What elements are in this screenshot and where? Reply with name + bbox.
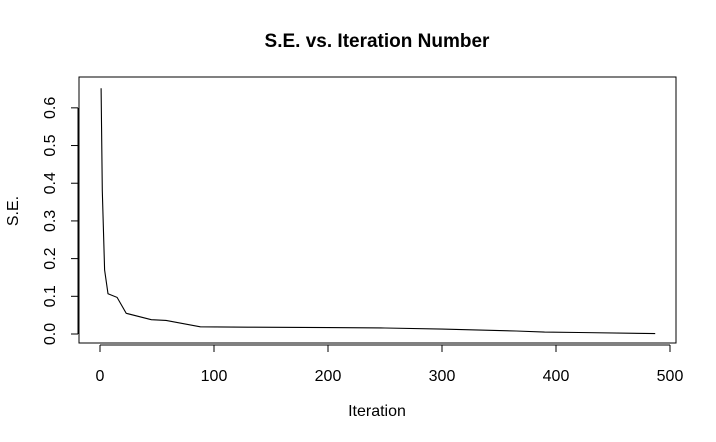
x-tick-label: 400: [543, 368, 570, 385]
y-tick-label: 0.1: [42, 285, 59, 307]
series-line-0: [100, 88, 656, 335]
plot-frame: [78, 76, 677, 344]
y-tick-label: 0.0: [42, 323, 59, 345]
y-tick-label: 0.6: [42, 97, 59, 119]
y-axis-label: S.E.: [5, 196, 22, 226]
y-tick-label: 0.5: [42, 134, 59, 156]
y-tick-label: 0.3: [42, 210, 59, 232]
x-tick-label: 200: [315, 368, 342, 385]
x-tick-label: 300: [429, 368, 456, 385]
series-layer: [100, 88, 656, 335]
chart-title: S.E. vs. Iteration Number: [265, 31, 490, 52]
y-tick-label: 0.2: [42, 247, 59, 269]
x-axis-label: Iteration: [348, 403, 406, 420]
y-axis: 0.0 0.1 0.2 0.3 0.4 0.5 0.6: [42, 97, 79, 345]
x-tick-label: 0: [96, 368, 105, 385]
y-tick-label: 0.4: [42, 172, 59, 194]
x-axis: 0 100 200 300 400 500: [96, 344, 684, 385]
x-tick-label: 100: [201, 368, 228, 385]
x-tick-label: 500: [657, 368, 684, 385]
